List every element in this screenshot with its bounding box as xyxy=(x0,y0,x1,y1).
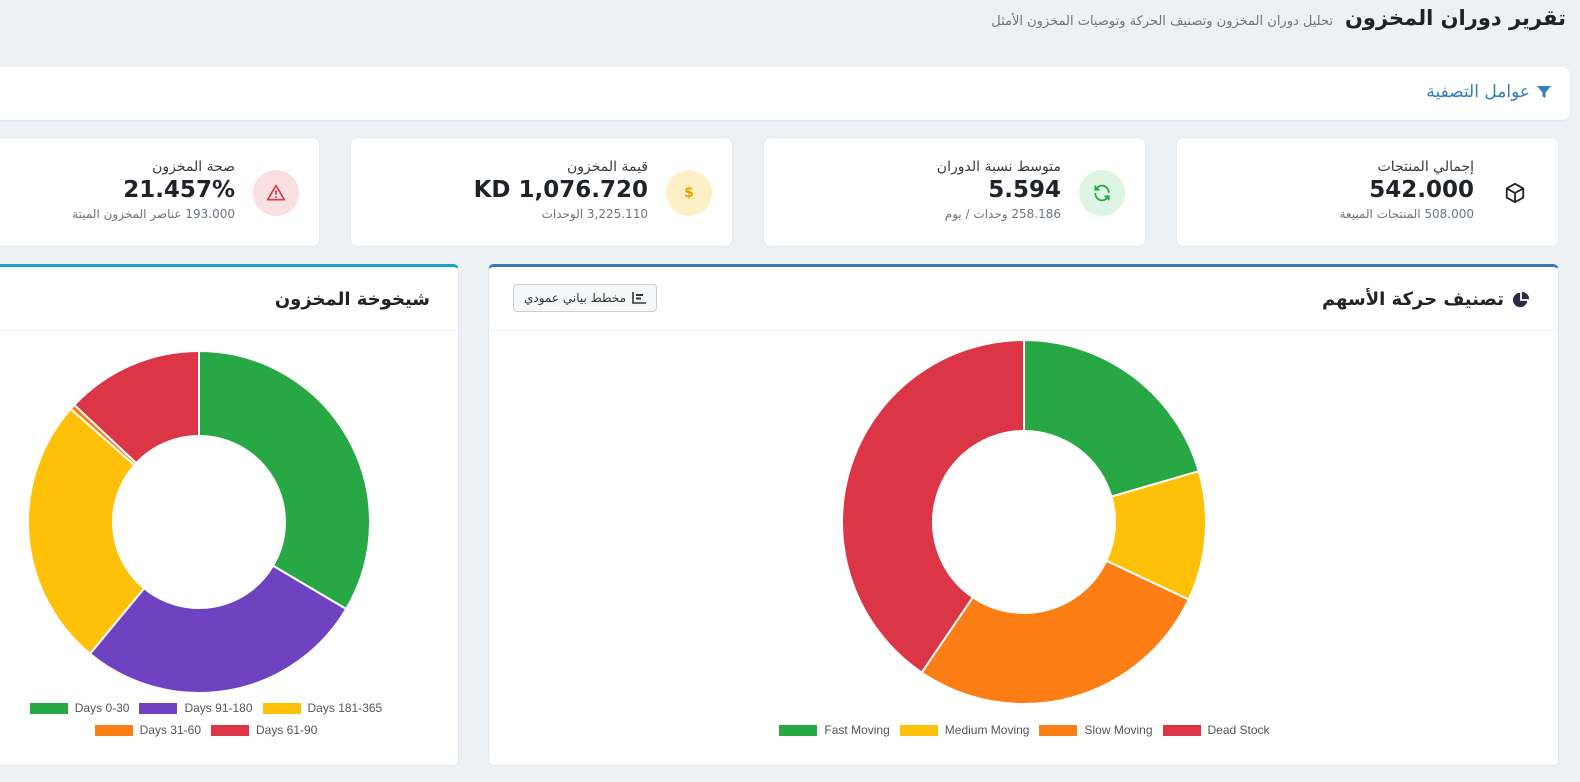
legend-swatch xyxy=(899,724,938,736)
legend-swatch xyxy=(779,724,818,736)
inventory-aging-donut-chart xyxy=(27,349,371,694)
legend-swatch xyxy=(139,702,178,714)
page-title: تقرير دوران المخزون xyxy=(1344,6,1566,30)
stat-label: إجمالي المنتجات xyxy=(1377,159,1474,175)
warning-icon xyxy=(253,170,299,216)
panel-title-text: تصنيف حركة الأسهم xyxy=(1322,289,1504,310)
filters-panel: عوامل التصفية xyxy=(0,67,1570,120)
page-subtitle: تحليل دوران المخزون وتصنيف الحركة وتوصيا… xyxy=(991,14,1333,29)
stat-sub: 258.186 وحدات / يوم xyxy=(944,207,1061,221)
legend-label: Slow Moving xyxy=(1084,723,1153,737)
inventory-aging-panel: شيخوخة المخزون Days 0-30 Days 91-180 Days … xyxy=(0,264,459,766)
stock-movement-title: تصنيف حركة الأسهم xyxy=(1322,289,1530,310)
inventory-aging-legend: Days 0-30 Days 91-180 Days 181-365 Days 31-… xyxy=(21,697,391,741)
legend-label: Days 181-365 xyxy=(307,701,383,715)
bar-chart-icon xyxy=(632,292,647,304)
stat-card-turnover: متوسط نسبة الدوران 5.594 258.186 وحدات /… xyxy=(763,137,1146,247)
legend-label: Days 91-180 xyxy=(184,701,253,715)
stat-label: صحة المخزون xyxy=(152,159,235,175)
legend-label: Fast Moving xyxy=(824,723,890,737)
legend-swatch xyxy=(1162,724,1201,736)
stat-value: 5.594 xyxy=(988,177,1061,203)
stat-sub: 3,225.110 الوحدات xyxy=(541,207,648,221)
legend-item-slow-moving[interactable]: Slow Moving xyxy=(1039,719,1153,741)
stat-card-total-products: إجمالي المنتجات 542.000 508.000 المنتجات… xyxy=(1176,137,1559,247)
stat-sub: 508.000 المنتجات المبيعة xyxy=(1339,207,1474,221)
legend-item-days-31-60[interactable]: Days 31-60 xyxy=(94,719,201,741)
stat-value: KD 1,076.720 xyxy=(473,177,648,203)
legend-label: Days 61-90 xyxy=(256,723,318,737)
inventory-aging-title: شيخوخة المخزون xyxy=(275,289,430,310)
legend-item-medium-moving[interactable]: Medium Moving xyxy=(899,719,1030,741)
panel-divider xyxy=(0,330,458,331)
stat-sub: 193.000 عناصر المخزون الميتة xyxy=(72,207,235,221)
legend-swatch xyxy=(1039,724,1078,736)
legend-item-days-181-365[interactable]: Days 181-365 xyxy=(262,697,383,719)
legend-item-days-61-90[interactable]: Days 61-90 xyxy=(211,719,317,741)
legend-swatch xyxy=(262,702,301,714)
button-label: مخطط بياني عمودي xyxy=(524,291,627,305)
legend-swatch xyxy=(211,724,249,736)
legend-item-fast-moving[interactable]: Fast Moving xyxy=(779,719,890,741)
filters-label: عوامل التصفية xyxy=(1426,82,1530,102)
refresh-icon xyxy=(1079,170,1125,216)
legend-item-dead-stock[interactable]: Dead Stock xyxy=(1162,719,1270,741)
slice-days-91-180[interactable] xyxy=(88,564,348,694)
stock-movement-legend: Fast Moving Medium Moving Slow Moving Dead … xyxy=(489,719,1560,741)
dollar-icon: $ xyxy=(666,170,712,216)
legend-label: Days 0-30 xyxy=(74,701,130,715)
legend-label: Days 31-60 xyxy=(139,723,201,737)
stat-card-inventory-health: صحة المخزون 21.457% 193.000 عناصر المخزو… xyxy=(0,137,320,247)
page-header: تقرير دوران المخزون تحليل دوران المخزون … xyxy=(991,6,1566,30)
stock-movement-panel: تصنيف حركة الأسهم مخطط بياني عمودي Fast … xyxy=(488,264,1559,766)
pie-chart-icon xyxy=(1512,291,1530,307)
legend-label: Dead Stock xyxy=(1207,723,1270,737)
legend-item-days-91-180[interactable]: Days 91-180 xyxy=(139,697,253,719)
bar-chart-toggle-button[interactable]: مخطط بياني عمودي xyxy=(513,284,658,312)
slice-dead-stock[interactable] xyxy=(841,338,1025,674)
panel-divider xyxy=(489,330,1558,331)
slice-fast-moving[interactable] xyxy=(1023,338,1201,498)
box-icon xyxy=(1492,170,1538,216)
panel-title-text: شيخوخة المخزون xyxy=(274,289,430,310)
filters-toggle[interactable]: عوامل التصفية xyxy=(1426,82,1552,102)
slice-days-61-90[interactable] xyxy=(72,349,200,465)
slice-days-181-365[interactable] xyxy=(27,407,146,656)
stat-value: 542.000 xyxy=(1369,177,1474,203)
stat-label: قيمة المخزون xyxy=(566,159,648,175)
legend-label: Medium Moving xyxy=(944,723,1030,737)
stat-label: متوسط نسبة الدوران xyxy=(936,159,1061,175)
stat-card-inventory-value: $ قيمة المخزون KD 1,076.720 3,225.110 ال… xyxy=(350,137,733,247)
stock-movement-donut-chart xyxy=(841,338,1207,705)
legend-swatch xyxy=(94,724,133,736)
legend-item-days-0-30[interactable]: Days 0-30 xyxy=(29,697,130,719)
legend-swatch xyxy=(29,702,68,714)
slice-slow-moving[interactable] xyxy=(920,559,1191,705)
slice-days-0-30[interactable] xyxy=(198,349,371,611)
stat-value: 21.457% xyxy=(123,177,235,203)
filter-icon xyxy=(1537,86,1551,98)
